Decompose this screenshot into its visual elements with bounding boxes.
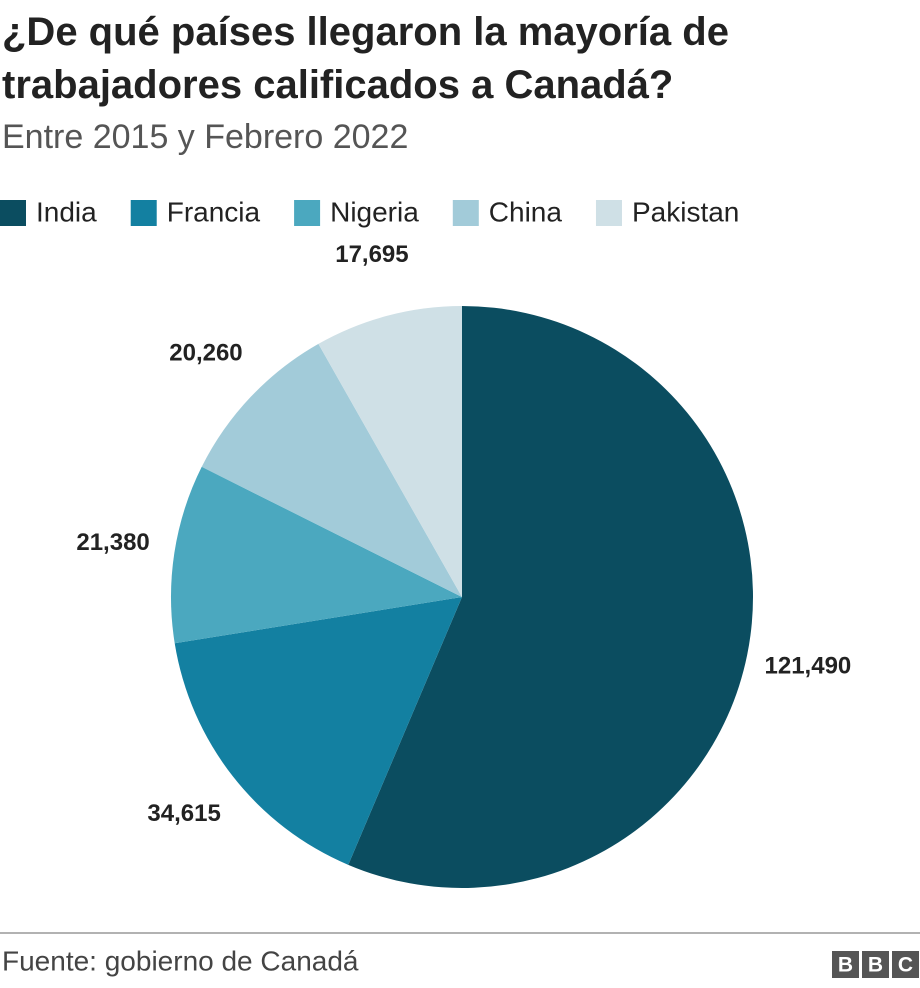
legend-swatch (130, 200, 157, 226)
logo-letter: C (898, 954, 913, 977)
legend-swatch (595, 200, 622, 226)
pie-slice (201, 343, 462, 597)
pie-slice (348, 306, 753, 888)
legend-label: Pakistan (632, 196, 739, 227)
logo-letter: B (838, 954, 853, 977)
value-label: 34,615 (147, 800, 220, 827)
source: Fuente: gobierno de Canadá (2, 945, 359, 976)
pie-slice (318, 306, 462, 597)
legend-label: China (489, 196, 563, 227)
legend-label: Nigeria (330, 196, 419, 227)
value-label: 20,260 (169, 339, 242, 366)
logo-letter: B (868, 954, 883, 977)
legend-swatch (452, 200, 479, 226)
legend-label: India (36, 196, 97, 227)
legend-label: Francia (167, 196, 261, 227)
legend-swatch (294, 200, 321, 226)
value-label: 17,695 (335, 241, 408, 268)
logo-box (862, 951, 889, 978)
pie-slice (171, 466, 462, 644)
value-label: 121,490 (765, 653, 852, 680)
logo-box (832, 951, 859, 978)
chart-title: ¿De qué países llegaron la mayoría de tr… (2, 10, 729, 107)
pie-slice (174, 597, 462, 865)
value-label: 21,380 (76, 529, 149, 556)
chart-subtitle: Entre 2015 y Febrero 2022 (2, 118, 409, 156)
legend-swatch (0, 200, 26, 226)
logo-box (892, 951, 919, 978)
